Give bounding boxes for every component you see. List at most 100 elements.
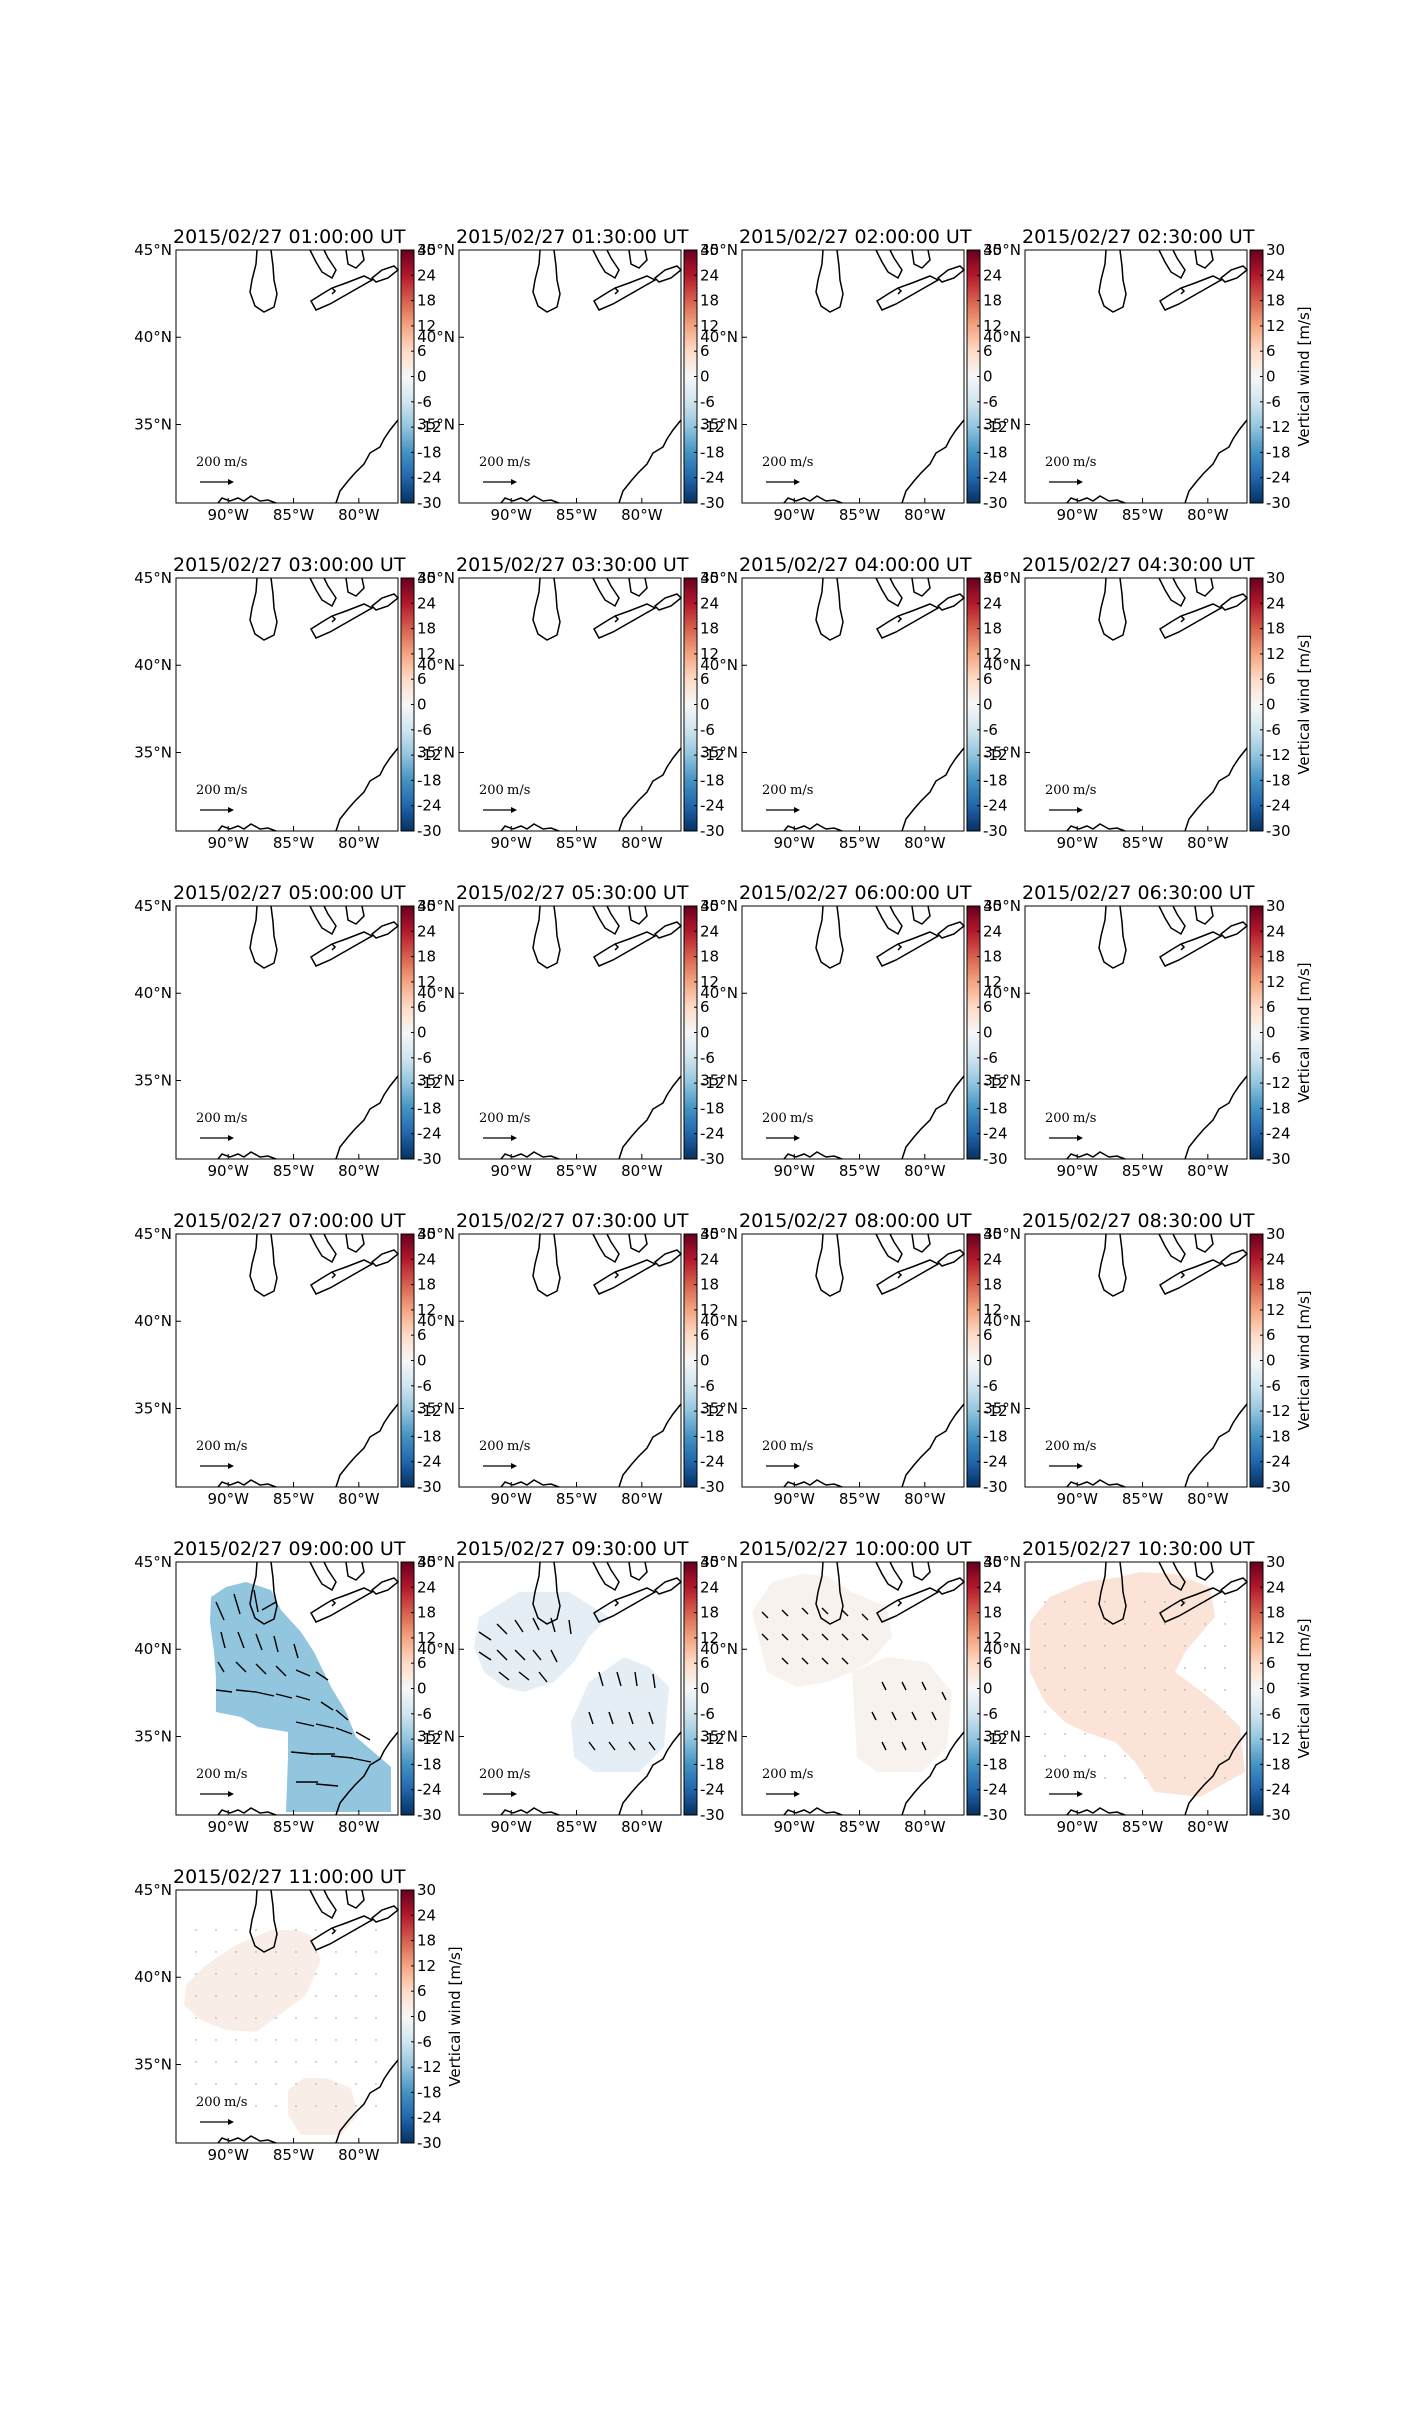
lon-tick-label: 85°W bbox=[556, 1162, 598, 1180]
coastline-huron bbox=[592, 1233, 620, 1264]
colorbar-tick-label: -24 bbox=[700, 797, 725, 815]
map-frame bbox=[741, 249, 965, 504]
wind-vector bbox=[538, 1671, 548, 1683]
coastline-atlantic bbox=[1184, 1731, 1248, 1816]
coastline-stclair bbox=[614, 615, 620, 623]
colorbar-tick-label: 24 bbox=[417, 1250, 436, 1268]
lon-tick-label: 85°W bbox=[1122, 1162, 1164, 1180]
lat-tick-label: 35°N bbox=[983, 1399, 1021, 1417]
wind-vector-dot bbox=[355, 2061, 357, 2063]
wind-vector bbox=[911, 1711, 917, 1721]
lon-tick-label: 90°W bbox=[491, 1490, 533, 1508]
wind-vector-dot bbox=[335, 2105, 337, 2107]
lat-tick-label: 45°N bbox=[983, 1225, 1021, 1243]
coastline-stclair bbox=[1180, 615, 1186, 623]
coastline-atlantic bbox=[1184, 747, 1248, 832]
colorbar-tick-label: -6 bbox=[1266, 721, 1281, 739]
coastline-gulf bbox=[783, 495, 843, 504]
colorbar-tick-label: -12 bbox=[700, 1402, 725, 1420]
colorbar-tick-label: 6 bbox=[983, 1654, 993, 1672]
wind-vector-dot bbox=[295, 1929, 297, 1931]
colorbar-tick-label: 18 bbox=[700, 1276, 719, 1294]
wind-vector-dot bbox=[1224, 1777, 1226, 1779]
coastline-erie bbox=[310, 603, 374, 639]
map-background bbox=[176, 578, 398, 831]
colorbar-label: Vertical wind [m/s] bbox=[1295, 634, 1313, 774]
panel-title: 2015/02/27 09:30:00 UT bbox=[456, 1538, 689, 1560]
lat-tick-label: 45°N bbox=[700, 241, 738, 259]
wind-vector bbox=[335, 1727, 353, 1735]
lon-tick-label: 90°W bbox=[1057, 1162, 1099, 1180]
map-background bbox=[176, 250, 398, 503]
coastline-gulf bbox=[500, 495, 560, 504]
coastline-stclair bbox=[897, 1271, 903, 1279]
wind-vector-dot bbox=[275, 2105, 277, 2107]
colorbar-tick-label: 24 bbox=[1266, 1578, 1285, 1596]
panel-title: 2015/02/27 05:30:00 UT bbox=[456, 882, 689, 904]
wind-vector bbox=[550, 1649, 558, 1663]
colorbar-tick-label: -24 bbox=[417, 1781, 442, 1799]
colorbar-tick-label: -12 bbox=[983, 1402, 1008, 1420]
panel-title: 2015/02/27 08:00:00 UT bbox=[739, 1210, 972, 1232]
wind-vector-dot bbox=[1184, 1711, 1186, 1713]
map-frame bbox=[741, 1233, 965, 1488]
wind-vector-dot bbox=[1184, 1623, 1186, 1625]
coastline-atlantic bbox=[618, 747, 682, 832]
coastline-gulf bbox=[500, 1479, 560, 1488]
wind-vector-dot bbox=[255, 2039, 257, 2041]
coastline-michigan bbox=[532, 249, 561, 313]
wind-vector-dot bbox=[1204, 1667, 1206, 1669]
colorbar-tick-label: 12 bbox=[1266, 645, 1285, 663]
coastline-huron bbox=[592, 905, 620, 936]
wind-vector-dot bbox=[1164, 1777, 1166, 1779]
vertical-wind-region bbox=[288, 2078, 358, 2135]
coastline-michigan bbox=[1098, 577, 1127, 641]
colorbar-tick-label: 12 bbox=[983, 1301, 1002, 1319]
coastline-gulf bbox=[500, 823, 560, 832]
colorbar-tick-label: -30 bbox=[417, 822, 442, 840]
lon-tick-label: 85°W bbox=[839, 1818, 881, 1836]
wind-vector-dot bbox=[375, 1973, 377, 1975]
lon-tick-label: 80°W bbox=[338, 1162, 380, 1180]
colorbar-tick-label: -12 bbox=[983, 1074, 1008, 1092]
coastline-georgian bbox=[911, 1233, 931, 1253]
colorbar-tick-label: -18 bbox=[983, 1099, 1008, 1117]
coastline-georgian bbox=[628, 1233, 648, 1253]
colorbar-tick-label: 18 bbox=[983, 620, 1002, 638]
map-panel: 2015/02/27 02:00:00 UT 90°W 85°W 80°W 45°N 40… bbox=[700, 226, 1007, 524]
colorbar-tick-label: -18 bbox=[1266, 1427, 1291, 1445]
wind-vector-dot bbox=[1224, 1645, 1226, 1647]
colorbar-tick-label: -6 bbox=[1266, 1377, 1281, 1395]
coastline-michigan bbox=[532, 905, 561, 969]
wind-vector bbox=[821, 1633, 829, 1641]
lat-tick-label: 40°N bbox=[983, 656, 1021, 674]
wind-vector bbox=[821, 1607, 829, 1615]
coastline-gulf bbox=[500, 1151, 560, 1160]
wind-vector bbox=[261, 1601, 277, 1611]
colorbar-tick-label: 18 bbox=[417, 1604, 436, 1622]
colorbar-tick-label: 12 bbox=[417, 317, 436, 335]
coastline-atlantic bbox=[618, 419, 682, 504]
lon-tick-label: 85°W bbox=[273, 2146, 315, 2164]
colorbar-tick-label: 18 bbox=[1266, 948, 1285, 966]
wind-vector-dot bbox=[1144, 1645, 1146, 1647]
map-panel: 2015/02/27 08:00:00 UT 90°W 85°W 80°W 45°N 40… bbox=[700, 1210, 1007, 1508]
wind-vector bbox=[315, 1671, 329, 1681]
map-panel: 2015/02/27 08:30:00 UT 90°W 85°W 80°W 45°N 40… bbox=[983, 1210, 1313, 1508]
reference-arrow-head bbox=[1077, 1135, 1083, 1141]
lat-tick-label: 40°N bbox=[700, 1640, 738, 1658]
coastline-erie bbox=[1159, 1259, 1223, 1295]
panel-title: 2015/02/27 04:30:00 UT bbox=[1022, 554, 1255, 576]
map-panel: 2015/02/27 04:30:00 UT 90°W 85°W 80°W 45°N 40… bbox=[983, 554, 1313, 852]
lon-tick-label: 85°W bbox=[1122, 834, 1164, 852]
vertical-wind-region bbox=[1030, 1572, 1245, 1797]
wind-vector-dot bbox=[1204, 1623, 1206, 1625]
lat-tick-label: 45°N bbox=[417, 1553, 455, 1571]
lon-tick-label: 80°W bbox=[338, 1818, 380, 1836]
wind-vector-dot bbox=[255, 2017, 257, 2019]
wind-vector-dot bbox=[315, 2061, 317, 2063]
coastline-georgian bbox=[345, 1889, 365, 1909]
lat-tick-label: 45°N bbox=[700, 1553, 738, 1571]
wind-vector bbox=[901, 1681, 907, 1691]
wind-vector-dot bbox=[1064, 1733, 1066, 1735]
